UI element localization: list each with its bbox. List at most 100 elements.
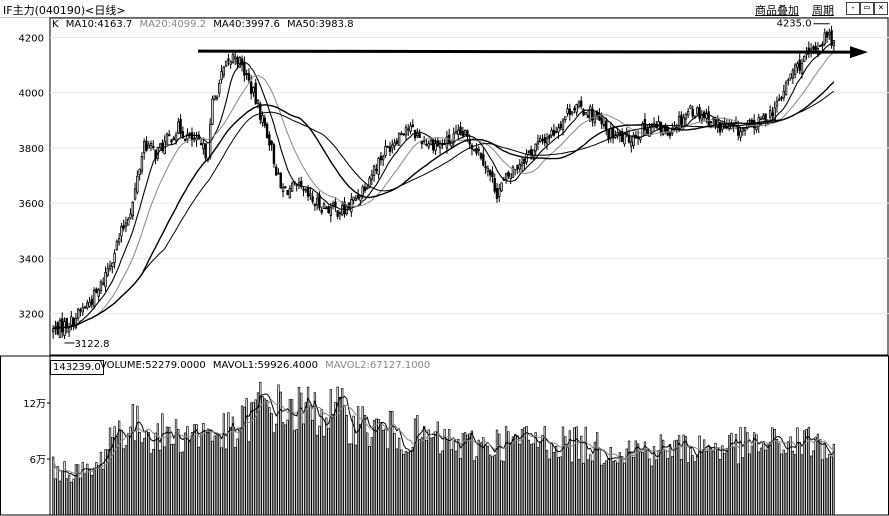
volume-bar bbox=[436, 421, 439, 516]
volume-bar bbox=[366, 432, 369, 516]
overlay-commodity-button[interactable]: 商品叠加 bbox=[755, 4, 799, 17]
candle-body bbox=[821, 43, 824, 47]
candle-body bbox=[475, 147, 478, 154]
volume-bar bbox=[393, 432, 396, 516]
volume-bar bbox=[728, 435, 731, 516]
volume-bar bbox=[120, 429, 123, 516]
volume-bar bbox=[286, 419, 289, 516]
volume-bar bbox=[145, 430, 148, 516]
price-tick-label: 4200 bbox=[19, 33, 44, 44]
volume-bar bbox=[470, 430, 474, 516]
volume-bar bbox=[457, 438, 460, 516]
volume-bars bbox=[51, 381, 836, 516]
volume-bar bbox=[361, 406, 364, 516]
volume-bar bbox=[614, 460, 617, 516]
volume-bar bbox=[814, 436, 817, 516]
candle-body bbox=[416, 133, 419, 136]
candle-body bbox=[108, 265, 112, 270]
volume-bar bbox=[124, 445, 128, 516]
candle-body bbox=[140, 156, 144, 172]
candle-body bbox=[759, 118, 763, 121]
volume-bar bbox=[773, 429, 776, 516]
candle-body bbox=[429, 139, 433, 146]
volume-bar bbox=[696, 456, 699, 516]
volume-bar bbox=[680, 458, 683, 516]
candle-body bbox=[775, 100, 779, 107]
volume-bar bbox=[345, 415, 348, 516]
candle-body bbox=[338, 212, 342, 215]
volume-bar bbox=[461, 433, 464, 516]
volume-bar bbox=[70, 481, 73, 516]
period-button[interactable]: 周期 bbox=[812, 4, 834, 17]
candle-body bbox=[491, 171, 494, 178]
volume-bar bbox=[386, 448, 389, 516]
candle-body bbox=[70, 316, 73, 326]
candle-body bbox=[88, 301, 91, 307]
candle-body bbox=[190, 132, 194, 141]
candle-body bbox=[764, 113, 767, 122]
volume-bar bbox=[281, 422, 285, 516]
volume-bar bbox=[186, 426, 189, 516]
volume-bar bbox=[138, 432, 141, 516]
volume-bar bbox=[450, 449, 453, 516]
volume-bar bbox=[334, 402, 337, 516]
volume-bar bbox=[127, 433, 130, 516]
volume-bar bbox=[199, 434, 203, 516]
volume-bar bbox=[250, 402, 253, 516]
candle-body bbox=[434, 142, 437, 151]
candle-body bbox=[263, 117, 267, 127]
volume-bar bbox=[468, 433, 471, 516]
volume-bar bbox=[511, 436, 515, 516]
volume-bar bbox=[828, 453, 831, 516]
candle-body bbox=[539, 137, 542, 142]
volume-bar bbox=[363, 414, 367, 516]
volume-bar bbox=[168, 426, 171, 516]
minimize-button[interactable]: - bbox=[846, 2, 860, 15]
volume-bar bbox=[154, 432, 157, 516]
volume-bar bbox=[598, 448, 601, 516]
price-pane-frame bbox=[49, 17, 889, 356]
volume-bar bbox=[536, 447, 540, 516]
restore-button[interactable]: ▭ bbox=[860, 2, 874, 15]
candle-body bbox=[79, 309, 82, 312]
volume-bar bbox=[411, 446, 414, 516]
candle-body bbox=[211, 98, 214, 125]
volume-bar bbox=[425, 440, 428, 516]
candle-body bbox=[361, 186, 364, 196]
candle-body bbox=[620, 131, 624, 143]
volume-bar bbox=[634, 440, 637, 516]
chart-title: IF主力(040190)<日线> bbox=[3, 4, 126, 17]
volume-bar bbox=[213, 435, 216, 516]
volume-bar bbox=[529, 444, 533, 516]
volume-bar bbox=[532, 443, 535, 516]
candle-body bbox=[461, 131, 465, 137]
close-button[interactable]: × bbox=[874, 2, 888, 15]
candle-body bbox=[331, 202, 335, 206]
volume-bar bbox=[600, 464, 603, 516]
volume-bar bbox=[170, 444, 173, 516]
candle-body bbox=[181, 131, 185, 139]
volume-bar bbox=[102, 468, 105, 516]
candle-body bbox=[81, 307, 84, 313]
volume-bar bbox=[359, 423, 362, 516]
volume-bar bbox=[766, 444, 769, 516]
volume-bar bbox=[693, 461, 697, 516]
volume-bar bbox=[327, 428, 330, 516]
volume-bar bbox=[400, 449, 403, 516]
candle-body bbox=[591, 108, 594, 121]
candle-body bbox=[322, 203, 326, 210]
volume-bar bbox=[143, 438, 146, 516]
volume-bar bbox=[277, 384, 280, 516]
volume-bar bbox=[630, 451, 633, 516]
volume-bar bbox=[438, 453, 442, 516]
candle-body bbox=[564, 116, 567, 120]
candle-body bbox=[768, 110, 772, 118]
candle-body bbox=[95, 288, 98, 293]
candle-body bbox=[158, 143, 162, 149]
volume-bar bbox=[54, 478, 57, 516]
volume-bar bbox=[420, 437, 424, 516]
legend-ma20: MA20:4099.2 bbox=[139, 19, 207, 30]
candle-body bbox=[325, 207, 328, 210]
candle-body bbox=[534, 143, 537, 152]
